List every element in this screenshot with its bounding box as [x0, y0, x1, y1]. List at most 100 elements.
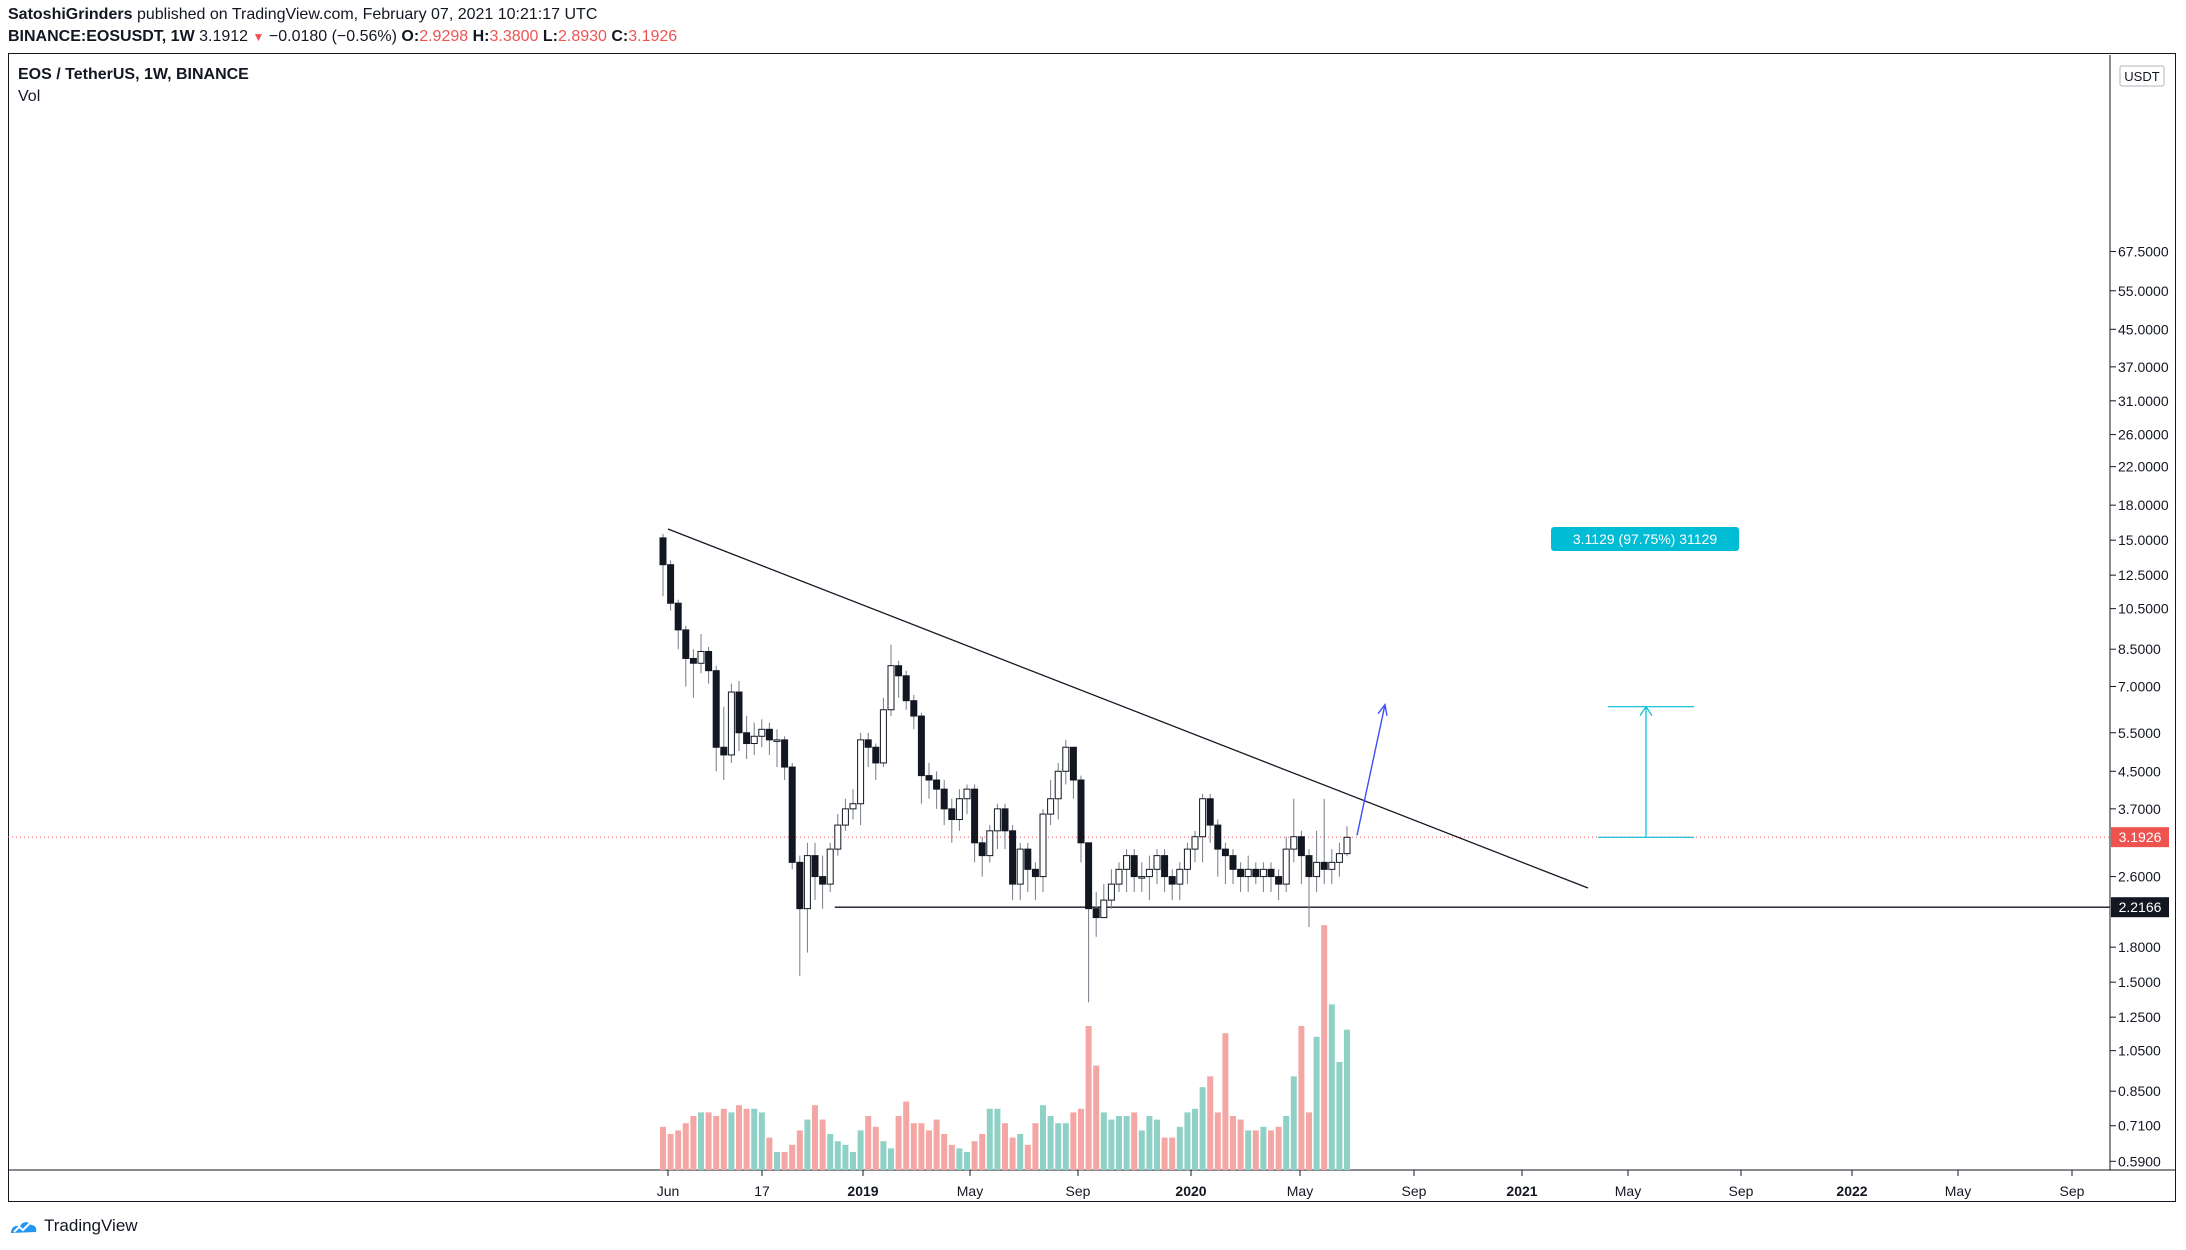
y-tick-label: 0.5900: [2118, 1153, 2161, 1169]
candle-up: [1191, 836, 1199, 850]
low-value: 2.8930: [557, 28, 607, 45]
y-tick-label: 18.0000: [2118, 497, 2169, 513]
candle-up: [803, 855, 811, 910]
volume-bar: [1290, 1076, 1297, 1170]
candle-down: [1069, 746, 1077, 781]
volume-bar: [1207, 1076, 1214, 1170]
open-value: 2.9298: [419, 28, 469, 45]
current-price-tag: [2111, 827, 2169, 848]
x-tick-label: 2020: [1175, 1183, 1206, 1199]
measure-label: 3.1129 (97.75%) 31129: [1573, 531, 1717, 547]
candle-down: [1092, 908, 1100, 919]
volume-bar: [667, 1134, 674, 1170]
author-name[interactable]: SatoshiGrinders: [8, 6, 133, 23]
candle-down: [1168, 876, 1176, 885]
symbol-quote-line: BINANCE:EOSUSDT, 1W 3.1912 ▼ −0.0180 (−0…: [8, 28, 677, 46]
candle-down: [765, 728, 773, 741]
volume-bar: [918, 1123, 925, 1170]
currency-label: USDT: [2124, 69, 2159, 84]
volume-bar: [933, 1119, 940, 1170]
y-tick-label: 2.6000: [2118, 869, 2161, 885]
volume-bar: [1176, 1126, 1183, 1170]
candle-down: [720, 746, 728, 756]
volume-bar: [964, 1152, 970, 1170]
volume-bar: [1306, 1112, 1312, 1170]
volume-bar: [1070, 1112, 1077, 1170]
y-tick-label: 15.0000: [2118, 532, 2169, 548]
candle-down: [1275, 876, 1283, 885]
volume-bar: [1032, 1123, 1039, 1170]
candle-up: [1016, 848, 1024, 885]
candle-up: [1047, 798, 1055, 815]
volume-bar: [948, 1144, 955, 1170]
candle-up: [1290, 836, 1298, 850]
volume-bar: [1108, 1119, 1115, 1170]
footer-brand: TradingView: [44, 1216, 138, 1235]
x-tick-label: 2019: [847, 1183, 878, 1199]
y-tick-label: 0.7100: [2118, 1118, 2161, 1134]
volume-bar: [956, 1148, 963, 1170]
volume-bar: [1093, 1065, 1100, 1170]
open-label: O:: [401, 28, 420, 45]
y-tick-label: 5.5000: [2118, 725, 2161, 741]
volume-bar: [698, 1112, 704, 1170]
series-legend: EOS / TetherUS, 1W, BINANCE Vol: [18, 64, 249, 108]
volume-bar: [941, 1134, 948, 1170]
candle-down: [689, 657, 697, 664]
volume-bar: [1199, 1087, 1206, 1170]
volume-bar: [789, 1144, 796, 1170]
y-tick-label: 8.5000: [2118, 641, 2161, 657]
volume-bar: [850, 1152, 856, 1170]
volume-bar: [682, 1123, 689, 1170]
chart-frame[interactable]: [8, 53, 2176, 1202]
candle-up: [1199, 798, 1207, 838]
candle-up: [1062, 746, 1070, 772]
candle-up: [993, 808, 1001, 832]
volume-bar: [1328, 1004, 1335, 1170]
volume-bar: [804, 1119, 811, 1170]
candle-up: [1335, 853, 1343, 863]
candle-down: [948, 808, 956, 821]
candle-up: [1138, 876, 1146, 879]
candle-down: [925, 775, 933, 781]
y-tick-label: 1.2500: [2118, 1009, 2161, 1025]
candle-up: [1176, 868, 1184, 885]
y-tick-label: 0.8500: [2118, 1083, 2161, 1099]
candle-down: [971, 788, 979, 844]
x-tick-label: Sep: [2060, 1183, 2085, 1199]
support-price-label: 2.2166: [2119, 899, 2162, 915]
candle-down: [864, 739, 872, 748]
x-tick-label: 2021: [1506, 1183, 1537, 1199]
volume-legend[interactable]: Vol: [18, 88, 41, 105]
candle-down: [1130, 855, 1138, 878]
candle-down: [659, 537, 667, 566]
volume-bar: [1298, 1026, 1305, 1170]
volume-bar: [1169, 1137, 1176, 1170]
candle-up: [955, 798, 963, 821]
volume-bar: [910, 1123, 917, 1170]
candle-up: [826, 848, 834, 885]
volume-bar: [903, 1101, 910, 1170]
y-tick-label: 31.0000: [2118, 393, 2169, 409]
volume-bar: [994, 1108, 1001, 1170]
candle-up: [1115, 868, 1123, 885]
candle-down: [1161, 855, 1169, 878]
volume-bar: [926, 1130, 932, 1170]
last-price: 3.1912: [199, 28, 249, 45]
volume-bar: [1321, 925, 1328, 1170]
candle-down: [811, 855, 819, 878]
candle-up: [1153, 855, 1161, 870]
series-title[interactable]: EOS / TetherUS, 1W, BINANCE: [18, 66, 249, 83]
y-tick-label: 10.5000: [2118, 601, 2169, 617]
down-triangle-icon: ▼: [252, 30, 265, 44]
volume-bar: [880, 1141, 887, 1170]
volume-bar: [1344, 1029, 1350, 1170]
tradingview-footer[interactable]: TradingView: [8, 1215, 138, 1237]
candle-up: [887, 665, 895, 711]
volume-bar: [1047, 1116, 1054, 1170]
candle-down: [1297, 836, 1305, 857]
y-tick-label: 45.0000: [2118, 321, 2169, 337]
volume-bar: [819, 1119, 826, 1170]
candle-down: [735, 691, 743, 734]
